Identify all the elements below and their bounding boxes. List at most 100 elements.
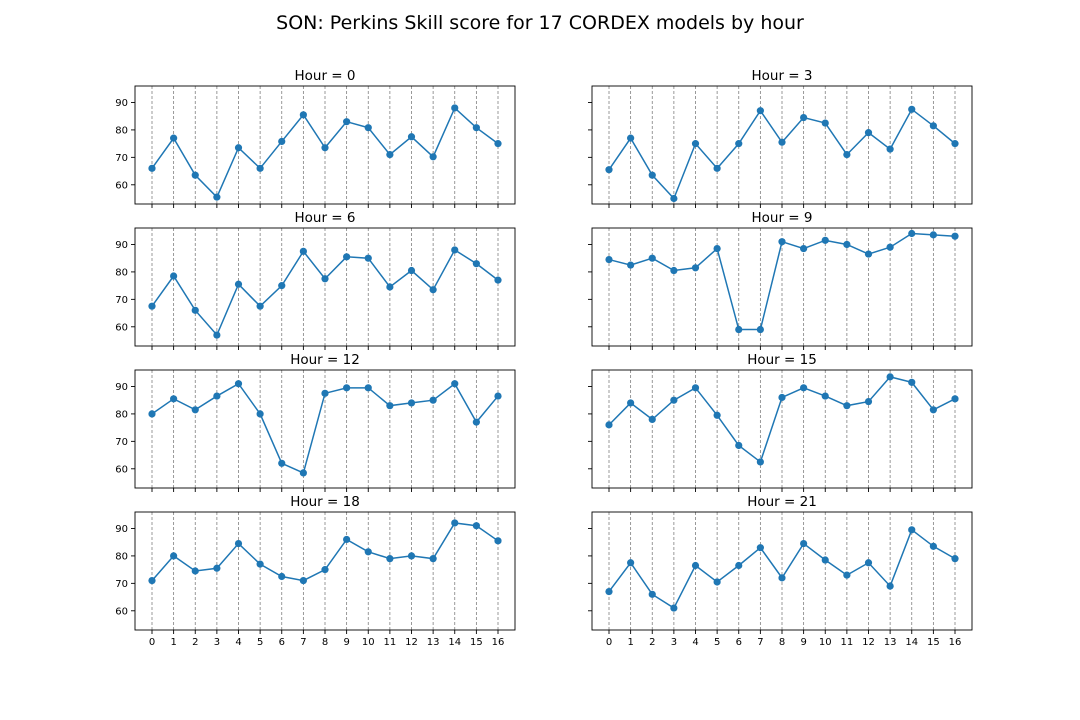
data-point <box>627 261 635 269</box>
data-point <box>778 138 786 146</box>
x-tick-label: 6 <box>279 637 285 648</box>
y-tick-label: 80 <box>115 125 128 136</box>
subplot-title: Hour = 12 <box>290 352 360 368</box>
axes-frame <box>134 85 516 205</box>
data-point <box>886 582 894 590</box>
data-point <box>191 567 199 575</box>
x-tick-label: 12 <box>405 637 418 648</box>
data-point <box>213 392 221 400</box>
data-point <box>170 395 178 403</box>
data-point <box>386 151 394 159</box>
data-point <box>191 406 199 414</box>
data-point <box>429 555 437 563</box>
data-point <box>735 441 743 450</box>
data-point <box>778 393 786 402</box>
x-tick-label: 16 <box>949 637 962 648</box>
data-point <box>800 113 808 122</box>
x-tick-label: 15 <box>927 637 940 648</box>
data-point <box>234 280 243 288</box>
axes-frame <box>591 369 973 489</box>
subplot-title: Hour = 15 <box>747 352 817 368</box>
data-point <box>821 556 829 564</box>
axes-frame <box>134 511 516 631</box>
data-point <box>627 399 635 407</box>
subplot-title: Hour = 3 <box>751 68 812 84</box>
y-tick-label: 70 <box>115 437 128 448</box>
axes-frame <box>591 511 973 631</box>
x-tick-label: 8 <box>322 637 328 648</box>
subplot-panel: Hour = 180 1 2 3 4 5 6 7 8 9 10 11 12 13 14 15 166070809… <box>115 494 516 648</box>
y-tick-label: 60 <box>115 464 128 475</box>
series-line <box>608 376 956 464</box>
data-point <box>170 552 178 560</box>
x-tick-label: 2 <box>649 637 655 648</box>
x-tick-label: 3 <box>671 637 677 648</box>
data-point <box>256 560 264 568</box>
data-point <box>735 561 743 570</box>
x-tick-label: 1 <box>627 637 633 648</box>
data-point <box>234 539 243 548</box>
data-point <box>929 231 937 239</box>
data-point <box>299 469 307 477</box>
data-point <box>386 283 394 291</box>
axes-frame <box>591 227 973 347</box>
x-tick-label: 9 <box>800 637 806 648</box>
data-point <box>800 539 808 548</box>
x-tick-label: 14 <box>448 637 461 648</box>
data-point <box>929 406 937 414</box>
data-point <box>321 389 329 397</box>
data-point <box>407 552 416 560</box>
y-tick-label: 90 <box>115 98 128 109</box>
x-tick-label: 7 <box>757 637 763 648</box>
data-point <box>951 395 959 403</box>
data-point <box>691 561 700 570</box>
data-point <box>886 373 894 381</box>
data-point <box>713 578 721 586</box>
axes-frame <box>591 85 973 205</box>
data-point <box>627 134 635 142</box>
data-point <box>472 260 480 268</box>
data-point <box>605 421 613 429</box>
x-tick-label: 6 <box>736 637 742 648</box>
data-point <box>886 145 894 153</box>
data-point <box>627 559 635 567</box>
x-tick-label: 2 <box>192 637 198 648</box>
data-point <box>691 264 700 272</box>
data-point <box>451 519 459 527</box>
y-tick-label: 60 <box>115 606 128 617</box>
data-point <box>821 392 829 400</box>
data-point <box>713 411 721 419</box>
x-tick-label: 4 <box>692 637 698 648</box>
figure-title: SON: Perkins Skill score for 17 CORDEX m… <box>276 12 804 34</box>
data-point <box>299 577 307 585</box>
x-tick-label: 4 <box>235 637 241 648</box>
data-point <box>713 164 721 172</box>
subplot-title: Hour = 9 <box>751 210 812 226</box>
data-point <box>256 164 264 172</box>
axes-frame <box>134 227 516 347</box>
data-point <box>364 124 372 132</box>
x-tick-label: 15 <box>470 637 483 648</box>
y-tick-label: 70 <box>115 579 128 590</box>
data-point <box>778 238 786 246</box>
data-point <box>494 392 502 400</box>
subplot-panel: Hour = 0 60 70 80 90 <box>115 68 516 208</box>
data-point <box>451 246 459 254</box>
data-point <box>908 105 916 113</box>
subplot-title: Hour = 18 <box>290 494 360 510</box>
data-point <box>605 255 613 264</box>
data-point <box>670 396 678 404</box>
data-point <box>908 378 916 386</box>
data-point <box>756 325 764 334</box>
data-point <box>886 243 894 251</box>
data-point <box>364 384 372 392</box>
data-point <box>148 410 156 418</box>
data-point <box>648 590 656 598</box>
data-point <box>756 544 764 552</box>
data-point <box>929 542 937 550</box>
data-point <box>864 397 873 406</box>
data-point <box>908 526 916 534</box>
